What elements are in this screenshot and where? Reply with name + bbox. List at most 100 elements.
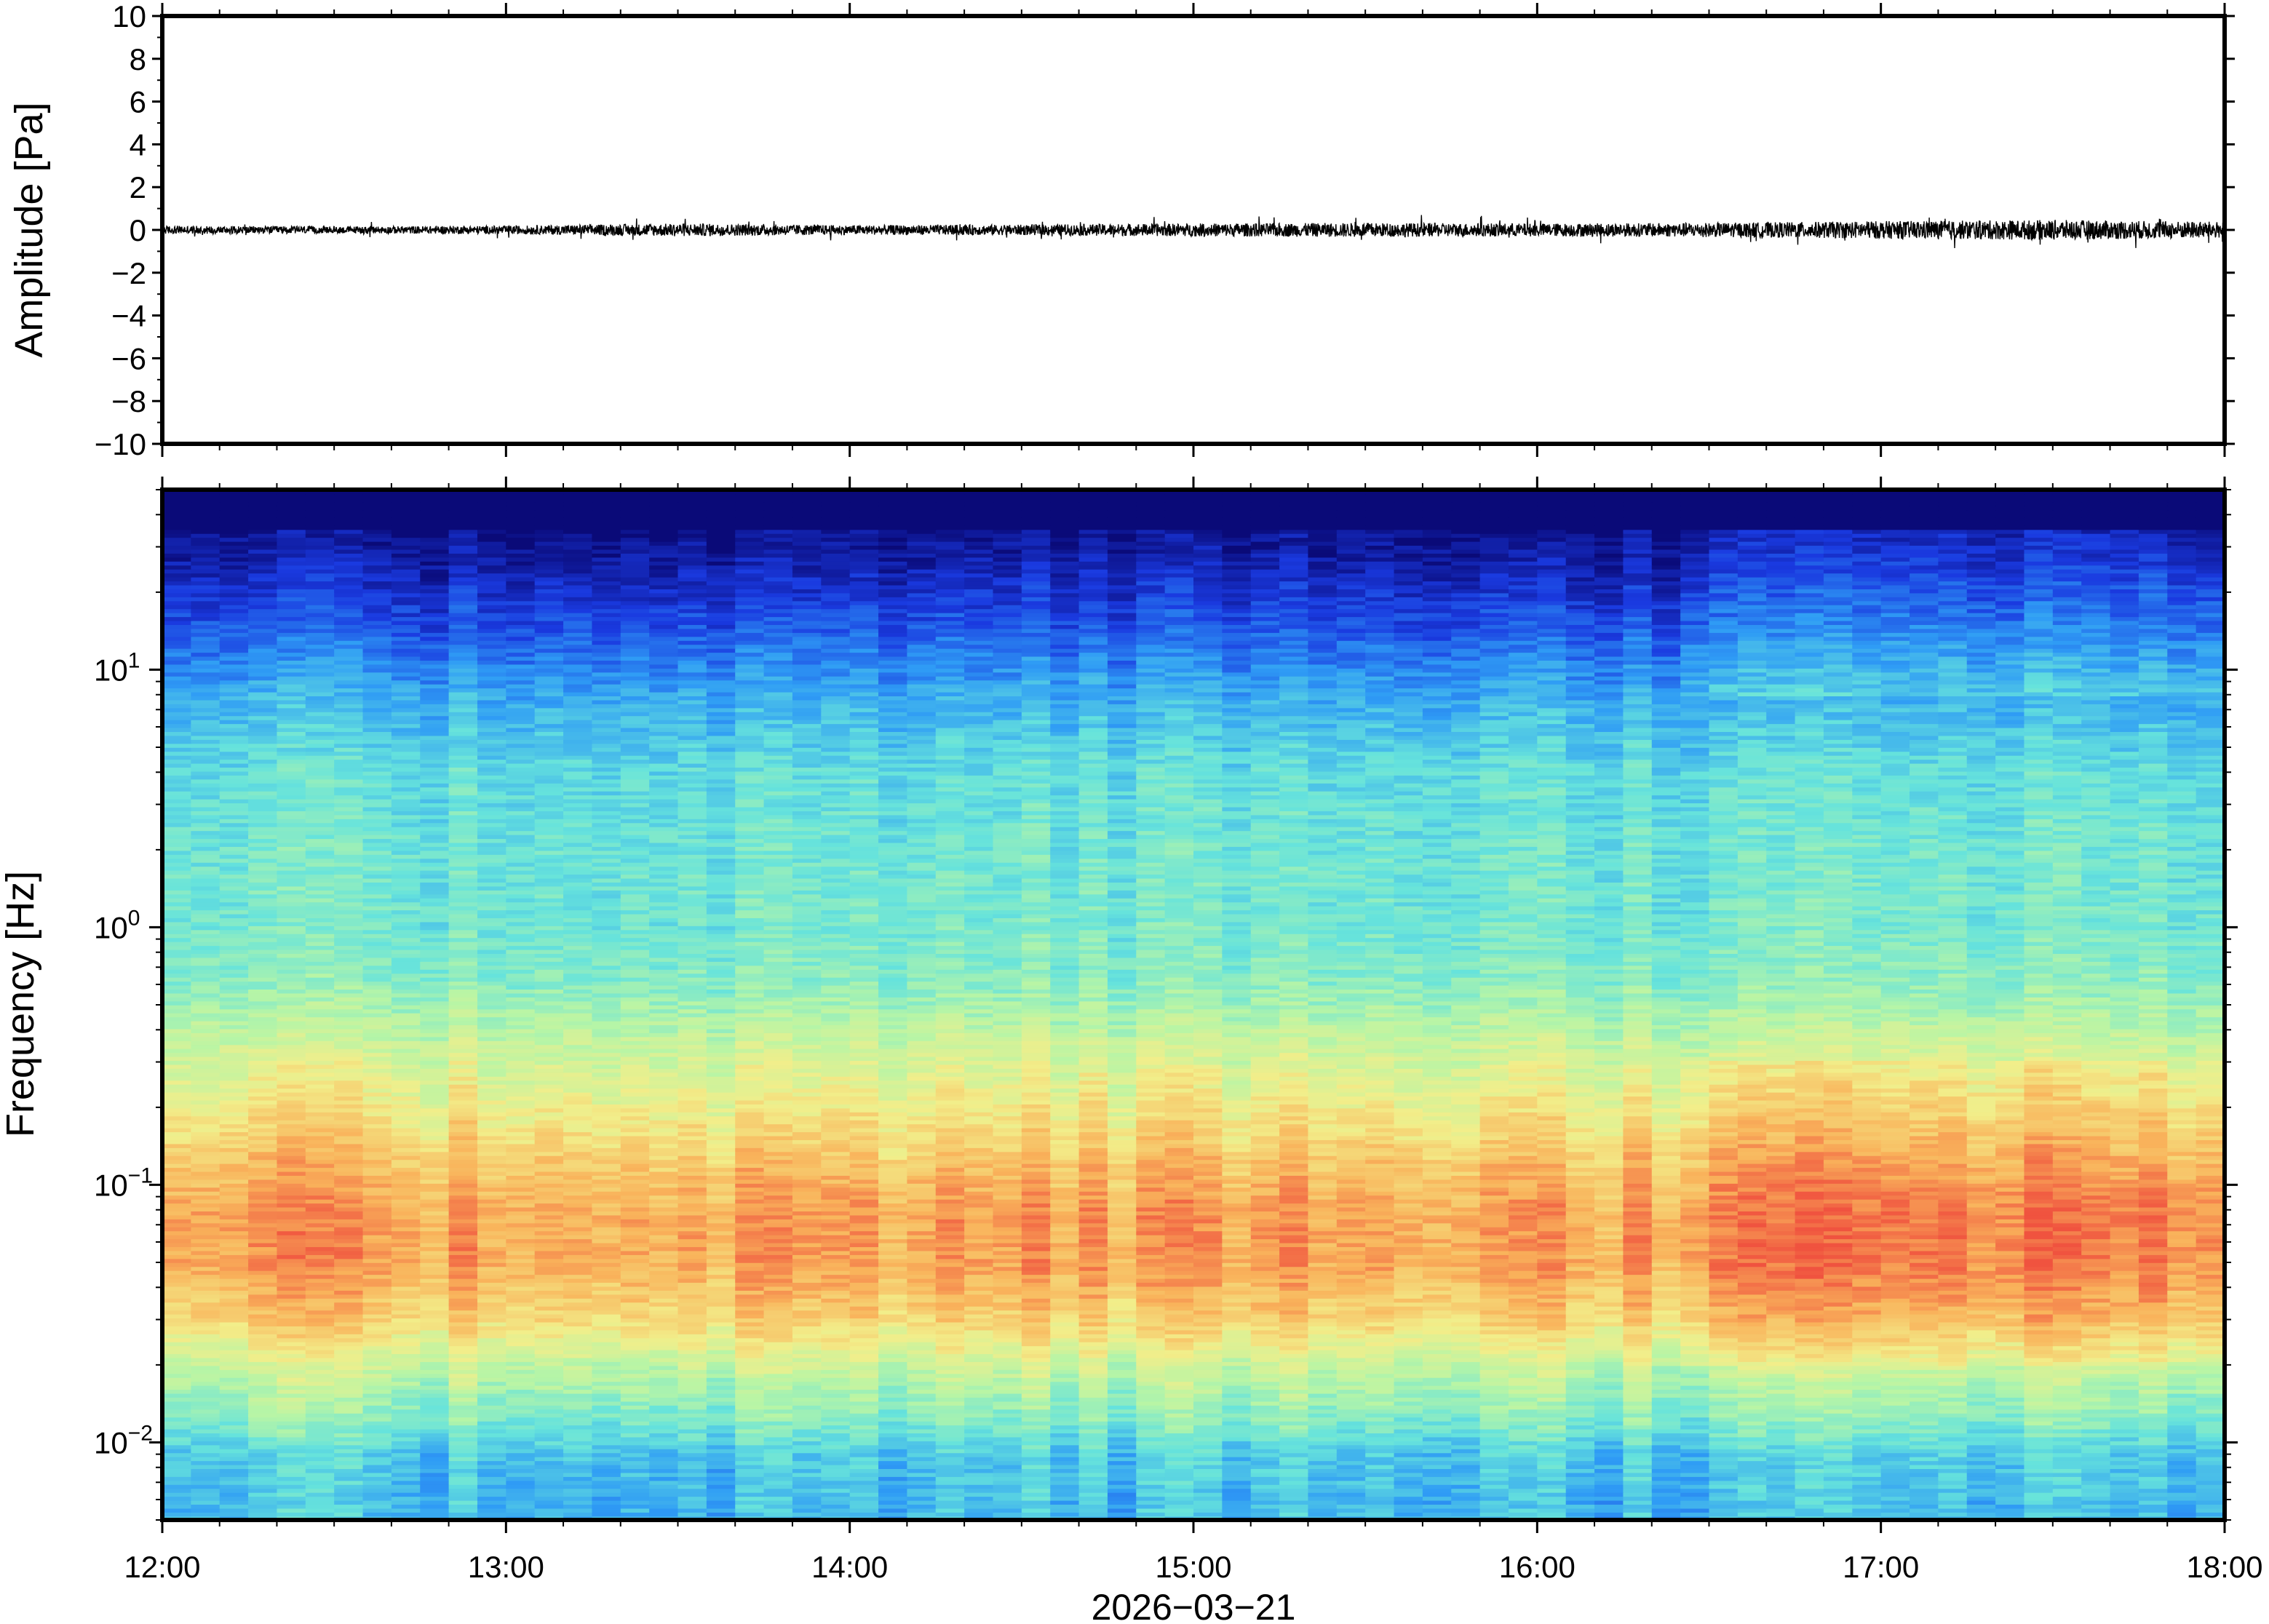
spectrogram-cell <box>878 1366 907 1370</box>
spectrogram-cell <box>1165 1512 1194 1516</box>
spectrogram-cell <box>477 1385 506 1390</box>
spectrogram-cell <box>277 1282 306 1286</box>
spectrogram-cell <box>1050 1322 1079 1326</box>
spectrogram-cell <box>1222 1473 1251 1477</box>
spectrogram-cell <box>1938 1342 1967 1346</box>
spectrogram-cell <box>2024 1361 2053 1366</box>
spectrogram-cell <box>1995 1500 2024 1505</box>
spectrogram-cell <box>1251 1425 1280 1429</box>
spectrogram-cell <box>993 1468 1022 1473</box>
spectrogram-cell <box>1738 1254 1767 1259</box>
spectrogram-cell <box>1423 1294 1452 1299</box>
spectrogram-cell <box>563 1417 592 1421</box>
spectrogram-cell <box>535 1345 564 1350</box>
spectrogram-cell <box>277 1500 306 1505</box>
spectrogram-cell <box>964 1460 993 1465</box>
spectrogram-cell <box>964 1334 993 1338</box>
spectrogram-cell <box>392 1345 421 1350</box>
spectrogram-cell <box>1022 1429 1051 1433</box>
spectrogram-cell <box>707 1512 736 1516</box>
spectrogram-cell <box>1165 1381 1194 1385</box>
spectrogram-cell <box>1680 1473 1709 1477</box>
spectrogram-cell <box>191 1445 220 1449</box>
spectrogram-cell <box>477 1397 506 1401</box>
spectrogram-cell <box>1279 1314 1308 1318</box>
spectrogram-cell <box>1680 1274 1709 1278</box>
spectrogram-cell <box>1337 1441 1366 1445</box>
spectrogram-cell <box>1136 1337 1165 1342</box>
spectrogram-cell <box>1910 1342 1939 1346</box>
spectrogram-cell <box>735 1266 764 1270</box>
spectrogram-cell <box>1279 1504 1308 1508</box>
spectrogram-cell <box>678 1492 707 1497</box>
spectrogram-cell <box>1967 1492 1996 1497</box>
spectrogram-cell <box>1251 1437 1280 1441</box>
spectrogram-cell <box>1594 1409 1624 1414</box>
spectrogram-cell <box>792 1484 822 1489</box>
spectrogram-cell <box>363 1337 392 1342</box>
spectrogram-cell <box>392 1270 421 1275</box>
spectrogram-cell <box>1938 1484 1967 1489</box>
spectrogram-cell <box>477 1512 506 1516</box>
spectrogram-cell <box>964 1330 993 1334</box>
spectrogram-cell <box>621 1429 650 1433</box>
spectrogram-cell <box>1623 1504 1652 1508</box>
spectrogram-cell <box>792 1496 822 1500</box>
spectrogram-cell <box>1795 1389 1824 1393</box>
spectrogram-cell <box>964 1318 993 1322</box>
spectrogram-cell <box>2167 1425 2196 1429</box>
spectrogram-cell <box>907 1322 936 1326</box>
spectrogram-cell <box>993 1433 1022 1437</box>
spectrogram-cell <box>1967 1409 1996 1414</box>
spectrogram-cell <box>792 1492 822 1497</box>
spectrogram-cell <box>1938 1476 1967 1481</box>
spectrogram-cell <box>248 1460 277 1465</box>
spectrogram-cell <box>1279 1465 1308 1469</box>
spectrogram-cell <box>248 1492 277 1497</box>
spectrogram-cell <box>2139 1377 2168 1382</box>
spectrogram-cell <box>1652 1259 1681 1263</box>
spectrogram-cell <box>764 1330 793 1334</box>
spectrogram-cell <box>535 1457 564 1461</box>
spectrogram-cell <box>248 1322 277 1326</box>
spectrogram-cell <box>1766 1504 1795 1508</box>
spectrogram-cell <box>277 1488 306 1492</box>
spectrogram-cell <box>1480 1389 1509 1393</box>
spectrogram-cell <box>277 1342 306 1346</box>
spectrogram-cell <box>1337 1278 1366 1283</box>
spectrogram-cell <box>2024 1282 2053 1286</box>
spectrogram-cell <box>707 1417 736 1421</box>
spectrogram-cell <box>592 1259 621 1263</box>
spectrogram-cell <box>1766 1484 1795 1489</box>
spectrogram-cell <box>1136 1504 1165 1508</box>
spectrogram-cell <box>1738 1508 1767 1513</box>
spectrogram-cell <box>1480 1476 1509 1481</box>
spectrogram-cell <box>993 1405 1022 1409</box>
spectrogram-cell <box>2110 1342 2139 1346</box>
spectrogram-cell <box>1079 1326 1108 1330</box>
spectrogram-cell <box>1050 1337 1079 1342</box>
spectrogram-cell <box>306 1294 335 1299</box>
spectrogram-cell <box>1995 1322 2024 1326</box>
spectrogram-cell <box>1165 1393 1194 1398</box>
spectrogram-cell <box>1566 1377 1595 1382</box>
spectrogram-cell <box>1022 1294 1051 1299</box>
spectrogram-cell <box>535 1306 564 1310</box>
spectrogram-cell <box>1537 1405 1566 1409</box>
spectrogram-cell <box>1251 1496 1280 1500</box>
spectrogram-cell <box>1108 1504 1137 1508</box>
spectrogram-cell <box>191 1401 220 1406</box>
spectrogram-cell <box>2110 1504 2139 1508</box>
spectrogram-cell <box>1680 1278 1709 1283</box>
spectrogram-cell <box>1938 1393 1967 1398</box>
spectrogram-cell <box>2139 1330 2168 1334</box>
spectrogram-cell <box>1910 1468 1939 1473</box>
spectrogram-cell <box>1709 1452 1738 1457</box>
spectrogram-cell <box>936 1270 965 1275</box>
spectrogram-cell <box>1050 1473 1079 1477</box>
spectrogram-cell <box>821 1337 850 1342</box>
spectrogram-cell <box>1079 1290 1108 1294</box>
spectrogram-cell <box>621 1310 650 1314</box>
spectrogram-cell <box>2110 1385 2139 1390</box>
spectrogram-cell <box>420 1266 449 1270</box>
